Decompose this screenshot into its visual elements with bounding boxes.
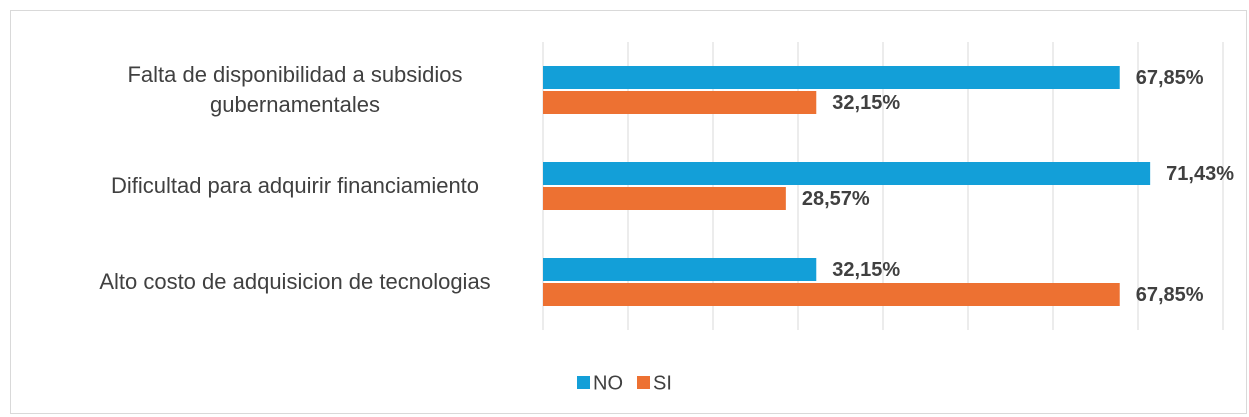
bar [543,91,817,114]
value-label: 32,15% [832,259,900,281]
value-label: 32,15% [832,92,900,114]
bar [543,187,786,210]
legend-label: SI [653,372,672,394]
bar [543,283,1120,306]
value-label: 67,85% [1136,284,1204,306]
bar [543,66,1120,89]
chart-border [10,10,1247,414]
legend-swatch [577,376,590,389]
category-label: Falta de disponibilidad a subsidios gube… [127,62,463,117]
value-label: 71,43% [1166,163,1234,185]
value-label: 28,57% [802,188,870,210]
legend-label: NO [593,372,623,394]
category-label: Dificultad para adquirir financiamiento [110,173,480,198]
value-label: 67,85% [1136,67,1204,89]
category-label: Alto costo de adquisicion de tecnologias [99,269,491,294]
legend-swatch [637,376,650,389]
bar [543,162,1151,185]
bar [543,258,817,281]
